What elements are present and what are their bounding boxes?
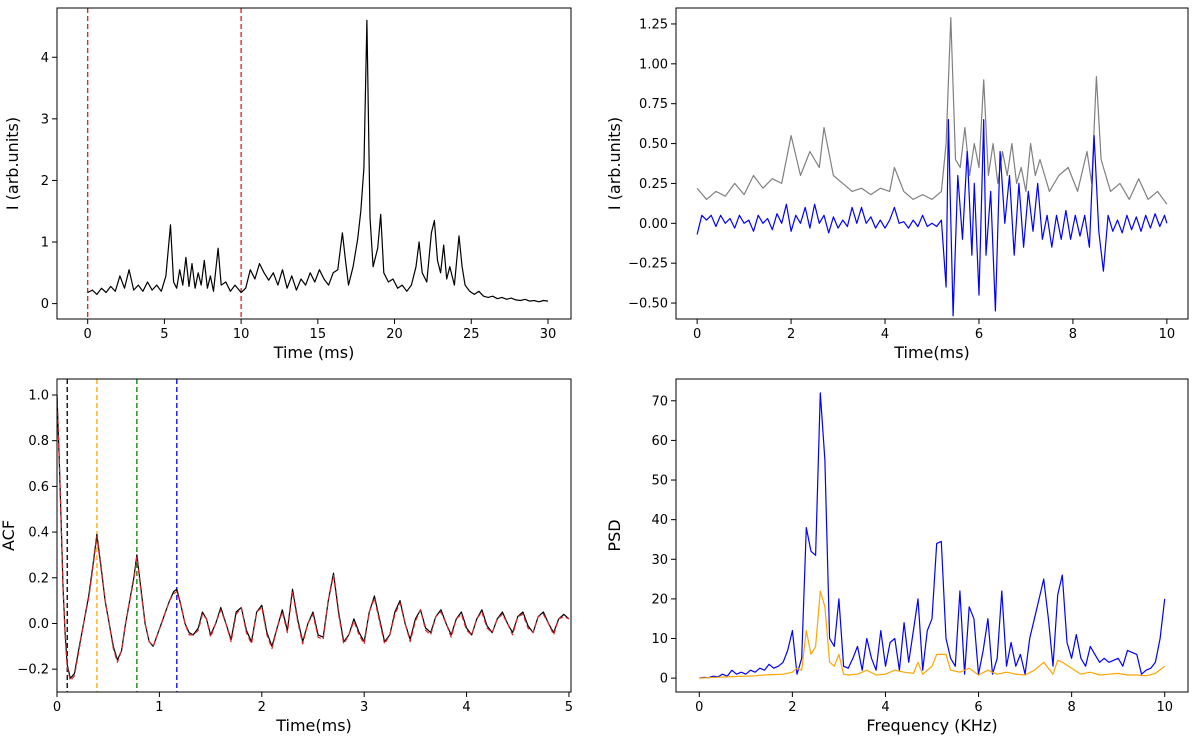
x-tick-label: 10 xyxy=(1156,700,1173,715)
y-tick-label: 30 xyxy=(651,553,668,568)
y-tick-label: 4 xyxy=(41,51,49,66)
series-line-psd-blue xyxy=(699,392,1166,679)
x-tick-label: 6 xyxy=(974,700,982,715)
x-tick-label: 2 xyxy=(787,327,795,342)
y-tick-label: 50 xyxy=(651,474,668,489)
x-tick-label: 5 xyxy=(565,700,573,715)
y-tick-label: 1.0 xyxy=(28,388,49,403)
y-tick-label: 1.00 xyxy=(639,57,668,72)
y-tick-label: 0.50 xyxy=(639,137,668,152)
series-line-intensity xyxy=(87,19,549,303)
x-tick-label: 8 xyxy=(1069,327,1077,342)
x-tick-label: 2 xyxy=(788,700,796,715)
plot-frame xyxy=(56,378,572,693)
x-tick-label: 2 xyxy=(258,700,266,715)
series-line-acf-fit xyxy=(57,394,570,682)
x-tick-label: 0 xyxy=(84,327,92,342)
y-tick-label: 20 xyxy=(651,592,668,607)
x-tick-label: 8 xyxy=(1067,700,1075,715)
x-tick-label: 10 xyxy=(1159,327,1176,342)
y-axis-label: ACF xyxy=(0,520,18,551)
y-tick-label: 60 xyxy=(651,434,668,449)
y-axis-label: I (arb.units) xyxy=(3,117,22,210)
x-axis-label: Frequency (KHz) xyxy=(866,716,997,735)
series-line-psd-orange xyxy=(699,590,1166,679)
y-tick-label: 0 xyxy=(660,672,668,687)
x-tick-label: 4 xyxy=(881,327,889,342)
series-line-acf xyxy=(57,394,570,679)
series-line-residual xyxy=(696,119,1168,317)
y-tick-label: 70 xyxy=(651,394,668,409)
plot-frame xyxy=(675,7,1189,320)
x-tick-label: 5 xyxy=(160,327,168,342)
panel-psd: 0 2 4 6 8 10 0 10 20 30 40 50 60 70 Frequency (KHz) PSD xyxy=(605,378,1189,735)
x-tick-label: 0 xyxy=(695,700,703,715)
x-axis-label: Time(ms) xyxy=(893,343,970,362)
y-tick-label: 3 xyxy=(41,112,49,127)
panel-intensity-profile: 0 5 10 15 20 25 30 0 1 2 3 4 Time (ms) I (arb.units) xyxy=(3,7,572,362)
x-tick-label: 6 xyxy=(975,327,983,342)
y-tick-label: 2 xyxy=(41,174,49,189)
y-tick-label: 10 xyxy=(651,632,668,647)
x-tick-label: 3 xyxy=(360,700,368,715)
y-tick-label: 1.25 xyxy=(639,17,668,32)
x-tick-label: 25 xyxy=(463,327,480,342)
y-tick-label: 0.4 xyxy=(28,526,49,541)
x-tick-label: 4 xyxy=(881,700,889,715)
y-tick-label: 0.8 xyxy=(28,434,49,449)
x-tick-label: 30 xyxy=(540,327,557,342)
y-tick-label: 1 xyxy=(41,236,49,251)
x-tick-label: 4 xyxy=(462,700,470,715)
x-tick-label: 0 xyxy=(693,327,701,342)
y-tick-label: 0 xyxy=(41,297,49,312)
plot-frame xyxy=(56,7,572,320)
x-tick-label: 15 xyxy=(310,327,327,342)
plot-frame xyxy=(675,378,1189,693)
series-line-total xyxy=(696,17,1168,205)
x-tick-label: 0 xyxy=(53,700,61,715)
x-axis-label: Time(ms) xyxy=(275,716,352,735)
panel-acf: 0 1 2 3 4 5 −0.2 0.0 0.2 0.4 0.6 0.8 1.0 Time(ms) ACF xyxy=(0,378,573,735)
y-tick-label: 0.75 xyxy=(639,97,668,112)
y-tick-label: 0.2 xyxy=(28,571,49,586)
y-axis-label: I (arb.units) xyxy=(605,117,624,210)
y-tick-label: 40 xyxy=(651,513,668,528)
x-axis-label: Time (ms) xyxy=(273,343,355,362)
y-tick-label: 0.25 xyxy=(639,177,668,192)
y-tick-label: 0.0 xyxy=(28,617,49,632)
x-tick-label: 10 xyxy=(233,327,250,342)
x-tick-label: 20 xyxy=(386,327,403,342)
y-tick-label: −0.25 xyxy=(628,257,668,272)
y-tick-label: −0.50 xyxy=(628,297,668,312)
x-tick-label: 1 xyxy=(155,700,163,715)
y-tick-label: 0.6 xyxy=(28,480,49,495)
y-tick-label: −0.2 xyxy=(17,663,49,678)
y-axis-label: PSD xyxy=(605,519,624,551)
y-tick-label: 0.00 xyxy=(639,217,668,232)
panel-intensity-residual: 0 2 4 6 8 10 −0.50 −0.25 0.00 0.25 0.50 0.75 1.00 1.2… xyxy=(605,7,1189,362)
